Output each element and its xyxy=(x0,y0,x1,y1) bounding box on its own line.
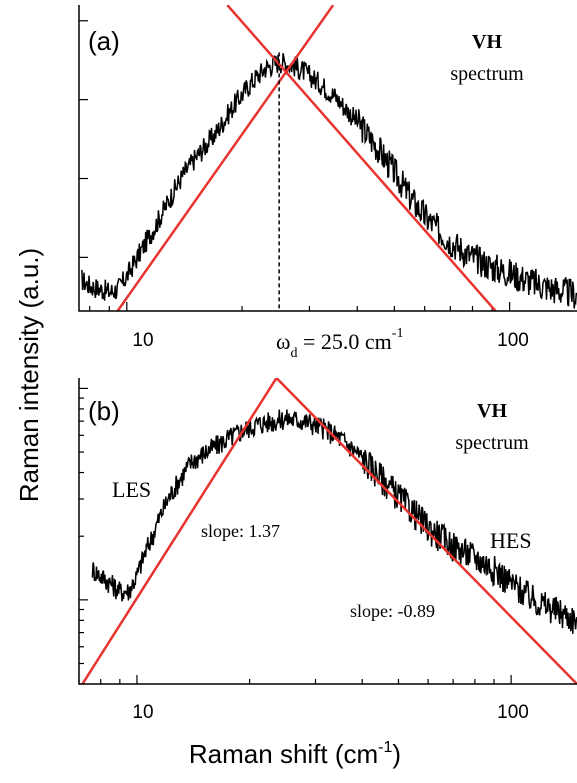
hes-label: HES xyxy=(490,528,532,553)
panel-a-xtick-label-100: 100 xyxy=(497,330,529,351)
panel-b-axes xyxy=(78,378,577,685)
les-slope-label: slope: 1.37 xyxy=(201,521,280,541)
panel-b-fit-line-les xyxy=(81,378,278,684)
hes-slope-label: slope: -0.89 xyxy=(350,601,435,621)
panel-b-xtick-label-10: 10 xyxy=(132,702,153,723)
panel-a-fit-line-rising xyxy=(116,5,335,311)
panel-b-ticks xyxy=(78,387,512,685)
panel-a-label: (a) xyxy=(88,26,120,56)
panel-b-fit-line-hes xyxy=(275,378,577,684)
x-axis-label: Raman shift (cm-1) xyxy=(189,739,401,769)
panel-a-xtick-label-10: 10 xyxy=(132,330,153,351)
panel-b-label: (b) xyxy=(88,396,120,426)
panel-b-xtick-label-100: 100 xyxy=(497,702,529,723)
panel-a-omega-annotation: ωd = 25.0 cm-1 xyxy=(276,326,403,361)
panel-a-fit-line-falling xyxy=(226,5,498,311)
panel-a-title-bold: VH xyxy=(472,31,502,53)
panel-a-ticks xyxy=(79,20,511,311)
panel-a-title-sub: spectrum xyxy=(450,63,524,85)
panel-a-axes xyxy=(78,5,577,312)
y-axis-label: Raman intensity (a.u.) xyxy=(14,248,44,502)
panel-b-title-bold: VH xyxy=(477,400,507,422)
panel-a-spectrum xyxy=(80,53,577,309)
panel-b: (b) VH spectrum LES slope: 1.37 HES slop… xyxy=(78,378,577,723)
panel-a: (a) VH spectrum ωd = 25.0 cm-1 10 100 xyxy=(78,5,577,361)
panel-b-spectrum xyxy=(91,409,577,634)
panel-b-title-sub: spectrum xyxy=(455,432,529,454)
les-label: LES xyxy=(112,477,151,502)
